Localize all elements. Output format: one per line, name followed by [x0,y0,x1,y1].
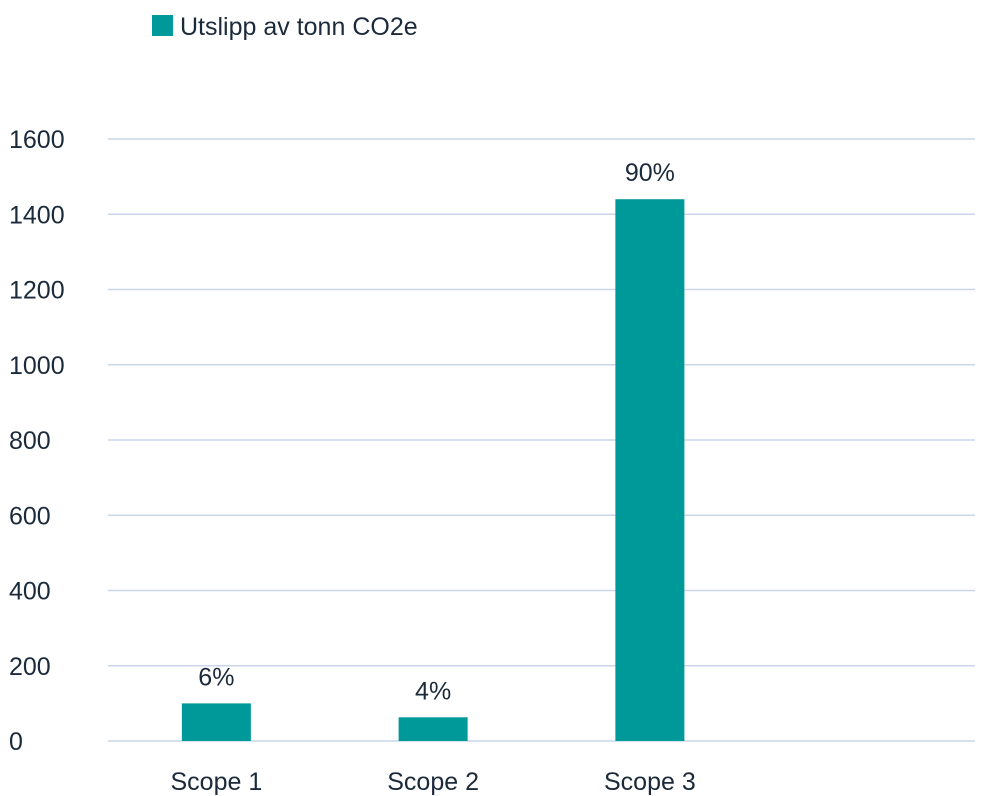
bar-scope-3 [615,199,685,741]
x-category-label-scope-1: Scope 1 [171,768,263,796]
data-label-scope-2: 4% [415,677,451,705]
legend-swatch [152,15,173,36]
y-tick-label-800: 800 [9,427,51,455]
bars [181,199,685,741]
y-tick-label-400: 400 [9,578,51,606]
y-tick-label-1400: 1400 [9,201,65,229]
y-tick-label-600: 600 [9,502,51,530]
x-axis-category-labels: Scope 1 Scope 2 Scope 3 [171,768,696,796]
data-label-scope-3: 90% [625,159,675,187]
legend-label: Utslipp av tonn CO2e [180,13,418,41]
x-category-label-scope-2: Scope 2 [387,768,479,796]
data-label-scope-1: 6% [198,663,234,691]
y-tick-label-1000: 1000 [9,352,65,380]
y-tick-label-200: 200 [9,653,51,681]
data-labels: 6% 4% 90% [198,159,675,705]
x-category-label-scope-3: Scope 3 [604,768,696,796]
y-tick-label-1600: 1600 [9,126,65,154]
chart-legend: Utslipp av tonn CO2e [152,13,418,41]
y-tick-label-0: 0 [9,728,23,756]
y-tick-label-1200: 1200 [9,277,65,305]
gridlines [108,138,975,742]
bar-scope-1 [181,703,251,741]
bar-scope-2 [398,717,468,741]
y-axis-tick-labels: 0 200 400 600 800 1000 1200 1400 1600 [9,126,65,756]
